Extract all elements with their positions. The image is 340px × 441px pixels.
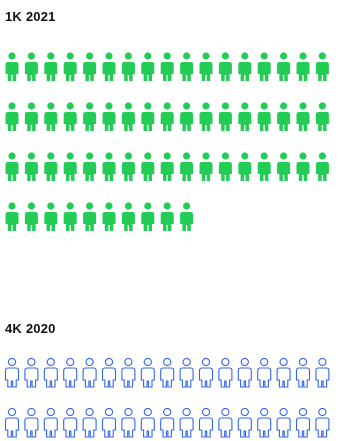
person-icon: [101, 357, 117, 388]
person-icon: [141, 102, 155, 131]
person-icon: [160, 152, 174, 181]
person-icon: [24, 407, 39, 438]
person-icon: [140, 357, 155, 388]
person-icon: [295, 357, 311, 388]
person-icon: [4, 407, 20, 438]
person-icon: [24, 102, 38, 131]
person-icon: [141, 52, 155, 81]
pictogram-grid-2020: [4, 357, 330, 438]
person-icon: [257, 102, 271, 131]
person-icon: [83, 52, 97, 81]
person-icon: [180, 152, 194, 181]
person-icon: [24, 52, 38, 81]
person-icon: [24, 357, 39, 388]
person-icon: [315, 102, 329, 131]
person-icon: [5, 52, 19, 81]
person-icon: [296, 52, 310, 81]
person-icon: [180, 52, 194, 81]
person-icon: [160, 202, 174, 231]
person-icon: [43, 407, 58, 438]
person-icon: [276, 357, 291, 388]
person-icon: [44, 152, 58, 181]
person-icon: [121, 407, 136, 438]
person-icon: [277, 102, 291, 131]
person-icon: [257, 52, 271, 81]
person-icon: [238, 152, 252, 181]
person-icon: [63, 407, 78, 438]
section-label-2020: 4K 2020: [5, 321, 56, 336]
person-icon: [102, 202, 116, 231]
person-icon: [238, 102, 252, 131]
person-icon: [276, 407, 291, 438]
person-icon: [179, 407, 194, 438]
person-icon: [5, 102, 19, 131]
person-icon: [315, 357, 330, 388]
person-icon: [199, 102, 213, 131]
person-icon: [315, 52, 329, 81]
person-icon: [24, 202, 38, 231]
person-icon: [4, 357, 20, 388]
person-icon: [199, 152, 213, 181]
person-icon: [277, 52, 291, 81]
person-icon: [257, 152, 271, 181]
person-icon: [5, 152, 19, 181]
person-icon: [141, 202, 155, 231]
person-icon: [102, 102, 116, 131]
person-icon: [121, 202, 135, 231]
person-icon: [121, 52, 135, 81]
person-icon: [24, 152, 38, 181]
person-icon: [180, 102, 194, 131]
person-icon: [218, 407, 233, 438]
person-icon: [63, 152, 77, 181]
person-icon: [315, 152, 329, 181]
person-icon: [82, 357, 97, 388]
person-icon: [295, 407, 311, 438]
person-icon: [160, 407, 175, 438]
person-icon: [63, 52, 77, 81]
person-icon: [83, 152, 97, 181]
person-icon: [296, 152, 310, 181]
person-icon: [198, 407, 214, 438]
person-icon: [121, 102, 135, 131]
person-icon: [44, 52, 58, 81]
person-icon: [43, 357, 58, 388]
person-icon: [140, 407, 155, 438]
person-icon: [160, 102, 174, 131]
person-icon: [218, 152, 232, 181]
person-icon: [83, 102, 97, 131]
person-icon: [5, 202, 19, 231]
person-icon: [63, 202, 77, 231]
person-icon: [160, 357, 175, 388]
person-icon: [218, 102, 232, 131]
person-icon: [218, 52, 232, 81]
person-icon: [237, 357, 252, 388]
person-icon: [83, 202, 97, 231]
person-icon: [238, 52, 252, 81]
person-icon: [198, 357, 214, 388]
person-icon: [315, 407, 330, 438]
person-icon: [199, 52, 213, 81]
person-icon: [102, 52, 116, 81]
person-icon: [237, 407, 252, 438]
person-icon: [63, 357, 78, 388]
person-icon: [101, 407, 117, 438]
person-icon: [44, 202, 58, 231]
person-icon: [102, 152, 116, 181]
person-icon: [44, 102, 58, 131]
person-icon: [296, 102, 310, 131]
person-icon: [141, 152, 155, 181]
pictogram-grid-2021: [5, 52, 329, 231]
person-icon: [63, 102, 77, 131]
person-icon: [121, 152, 135, 181]
person-icon: [257, 357, 272, 388]
person-icon: [82, 407, 97, 438]
person-icon: [121, 357, 136, 388]
person-icon: [160, 52, 174, 81]
person-icon: [277, 152, 291, 181]
person-icon: [180, 202, 194, 231]
person-icon: [257, 407, 272, 438]
person-icon: [179, 357, 194, 388]
person-icon: [218, 357, 233, 388]
section-label-2021: 1K 2021: [5, 9, 56, 24]
